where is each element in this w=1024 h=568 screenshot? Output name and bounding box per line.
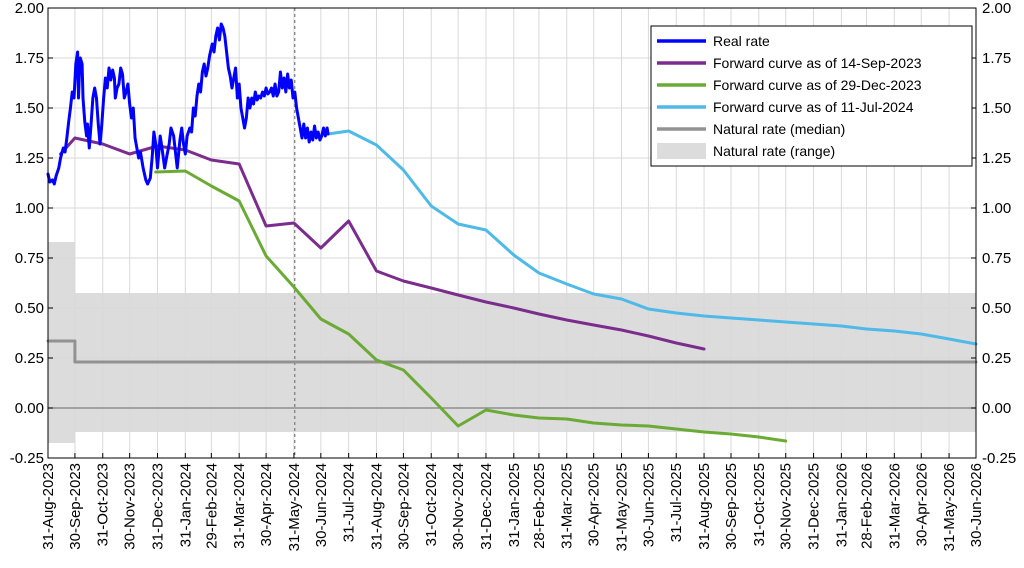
x-tick-label: 28-Feb-2026: [859, 463, 876, 549]
x-tick-label: 31-Jul-2025: [668, 463, 685, 542]
x-tick-label: 30-Jun-2024: [313, 463, 330, 547]
legend-box: [650, 25, 973, 167]
y-tick-label-right: 0.50: [982, 300, 1011, 317]
y-tick-label-left: 1.25: [15, 150, 44, 167]
x-tick-label: 31-Dec-2023: [149, 463, 166, 550]
x-tick-label: 30-Nov-2025: [778, 463, 795, 550]
x-tick-label: 31-Dec-2025: [806, 463, 823, 550]
x-tick-label: 30-Apr-2025: [586, 463, 603, 546]
x-tick-label: 31-May-2025: [613, 463, 630, 551]
x-tick-label: 31-Mar-2025: [559, 463, 576, 549]
series-line-real: [46, 22, 330, 186]
y-tick-label-right: 0.00: [982, 400, 1011, 417]
x-tick-label: 31-Jan-2026: [833, 463, 850, 547]
legend-label-sep2023: Forward curve as of 14-Sep-2023: [713, 55, 922, 71]
x-tick-label: 30-Apr-2024: [258, 463, 275, 546]
y-tick-label-right: 0.75: [982, 250, 1011, 267]
series-line-jul2024: [326, 129, 978, 346]
x-tick-label: 31-May-2024: [286, 463, 303, 551]
y-tick-label-right: 1.75: [982, 50, 1011, 67]
x-tick-label: 28-Feb-2025: [531, 463, 548, 549]
x-tick-label: 30-Nov-2023: [122, 463, 139, 550]
x-tick-label: 31-Aug-2023: [40, 463, 57, 550]
y-tick-label-left: 0.00: [15, 400, 44, 417]
legend-label-natural: Natural rate (median): [713, 121, 845, 137]
legend-label-jul2024: Forward curve as of 11-Jul-2024: [713, 99, 914, 115]
x-tick-label: 31-Dec-2024: [478, 463, 495, 550]
y-tick-label-left: 0.75: [15, 250, 44, 267]
legend-label-range: Natural rate (range): [713, 143, 835, 159]
plot-frame: [47, 7, 977, 459]
y-tick-label-left: 2.00: [15, 0, 44, 17]
legend-label-real: Real rate: [713, 33, 770, 49]
x-tick-label: 30-Jun-2025: [640, 463, 657, 547]
x-tick-label: 30-Sep-2024: [395, 463, 412, 550]
x-tick-label: 31-Jan-2025: [506, 463, 523, 547]
y-tick-label-left: 1.50: [15, 100, 44, 117]
x-tick-label: 31-May-2026: [941, 463, 958, 551]
y-tick-label-left: 1.75: [15, 50, 44, 67]
x-tick-label: 31-Oct-2023: [95, 463, 112, 546]
y-tick-label-left: 1.00: [15, 200, 44, 217]
y-tick-label-right: -0.25: [982, 450, 1016, 467]
x-tick-label: 31-Jan-2024: [177, 463, 194, 547]
y-tick-label-right: 2.00: [982, 0, 1011, 17]
x-tick-label: 30-Nov-2024: [450, 463, 467, 550]
x-tick-label: 31-Aug-2025: [696, 463, 713, 550]
x-tick-label: 31-Oct-2024: [423, 463, 440, 546]
x-tick-label: 30-Jun-2026: [968, 463, 985, 547]
y-tick-label-right: 1.00: [982, 200, 1011, 217]
series-line-natural: [46, 339, 978, 364]
x-tick-label: 31-Aug-2024: [368, 463, 385, 550]
x-tick-label: 30-Sep-2025: [723, 463, 740, 550]
legend: Real rate Forward curve as of 14-Sep-2023…: [650, 25, 973, 167]
x-tick-label: 30-Apr-2026: [913, 463, 930, 546]
y-tick-label-right: 0.25: [982, 350, 1011, 367]
x-tick-label: 30-Sep-2023: [67, 463, 84, 550]
legend-label-dec2023: Forward curve as of 29-Dec-2023: [713, 77, 922, 93]
y-tick-label-left: 0.50: [15, 300, 44, 317]
x-tick-label: 31-Mar-2024: [231, 463, 248, 549]
x-tick-label: 31-Jul-2024: [341, 463, 358, 542]
axes: 2.00 2.00 1.75 1.75 1.50 1.50 1.25 1.25 1.00 1.00…: [10, 0, 1016, 551]
y-tick-label-right: 1.50: [982, 100, 1011, 117]
y-tick-label-left: -0.25: [10, 450, 44, 467]
x-tick-label: 29-Feb-2024: [203, 463, 220, 549]
x-tick-label: 31-Oct-2025: [751, 463, 768, 546]
series-line-sep2023: [59, 136, 706, 351]
y-tick-label-left: 0.25: [15, 350, 44, 367]
y-tick-label-right: 1.25: [982, 150, 1011, 167]
legend-swatch-range: [657, 143, 706, 159]
x-tick-label: 31-Mar-2026: [886, 463, 903, 549]
series-layer: [46, 22, 978, 443]
series-line-dec2023: [154, 169, 788, 443]
